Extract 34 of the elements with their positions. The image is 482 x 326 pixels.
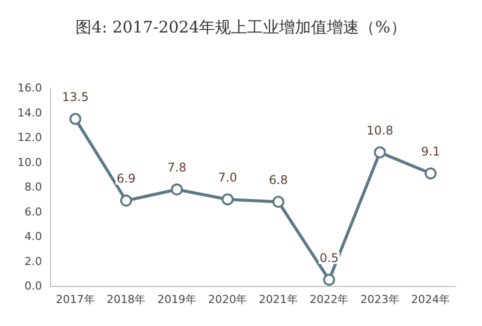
- x-tick-label: 2020年: [208, 293, 248, 306]
- x-tick-label: 2019年: [157, 293, 196, 306]
- data-label: 0.5: [320, 250, 339, 265]
- point: [272, 196, 284, 208]
- point: [222, 193, 234, 206]
- y-tick-label: 6.0: [24, 205, 42, 218]
- point: [69, 112, 82, 125]
- point: [323, 274, 336, 286]
- point: [424, 167, 437, 180]
- data-label: 6.9: [116, 172, 136, 186]
- y-tick-label: 4.0: [24, 230, 42, 243]
- data-label: 9.1: [421, 144, 440, 158]
- chart-title: 图4: 2017-2024年规上工业增加值增速（%）: [76, 18, 406, 36]
- x-tick-label: 2017年: [56, 293, 95, 306]
- point: [170, 183, 183, 196]
- data-label: 7.8: [167, 160, 186, 174]
- point: [120, 194, 132, 207]
- x-tick-label: 2021年: [258, 293, 298, 306]
- data-label: 6.8: [268, 172, 288, 187]
- y-tick-label: 0.0: [24, 280, 42, 292]
- data-label: 13.5: [62, 90, 89, 104]
- point: [374, 146, 386, 158]
- y-tick-label: 10.0: [18, 156, 42, 169]
- y-tick-label: 14.0: [18, 106, 42, 120]
- y-tick-label: 8.0: [24, 180, 42, 194]
- data-label: 7.0: [218, 170, 238, 184]
- x-tick-label: 2022年: [310, 293, 349, 306]
- y-tick-label: 16.0: [18, 82, 42, 94]
- data-label: 10.8: [366, 123, 394, 138]
- x-tick-label: 2023年: [360, 293, 400, 306]
- x-tick-label: 2024年: [411, 293, 450, 306]
- y-tick-label: 2.0: [24, 254, 42, 268]
- y-tick-label: 12.0: [18, 131, 42, 144]
- x-tick-label: 2018年: [106, 293, 146, 306]
